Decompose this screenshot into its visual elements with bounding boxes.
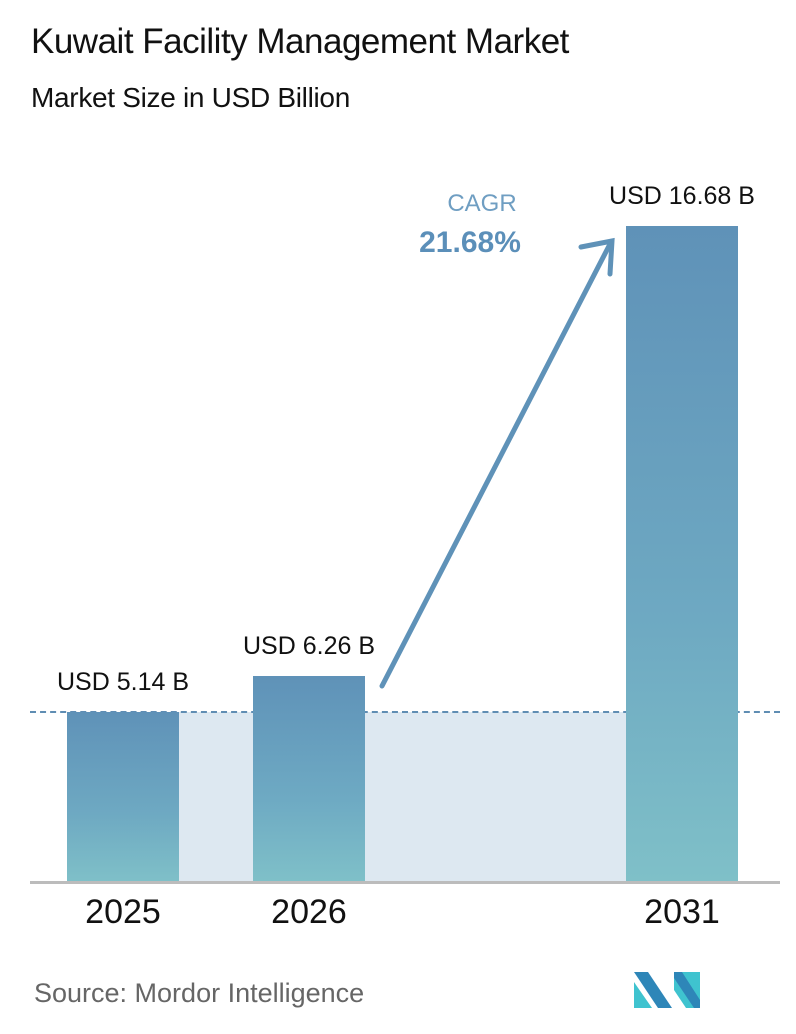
mordor-intelligence-logo-icon xyxy=(634,972,700,1008)
bar-2031 xyxy=(626,226,738,882)
cagr-label: CAGR xyxy=(447,190,517,217)
value-label-2025: USD 5.14 B xyxy=(56,668,190,696)
chart-subtitle: Market Size in USD Billion xyxy=(31,82,350,113)
value-label-2031: USD 16.68 B xyxy=(609,182,755,210)
cagr-value: 21.68% xyxy=(419,226,521,259)
reference-dashed-line xyxy=(30,711,780,713)
bar-2026 xyxy=(253,676,365,882)
x-label-2031: 2031 xyxy=(644,893,720,931)
x-label-2026: 2026 xyxy=(271,893,347,931)
value-label-2026: USD 6.26 B xyxy=(242,632,376,660)
source-note: Source: Mordor Intelligence xyxy=(34,978,365,1008)
bar-2025 xyxy=(67,712,179,882)
x-label-2025: 2025 xyxy=(85,893,161,931)
x-axis-line xyxy=(30,881,780,884)
chart-title: Kuwait Facility Management Market xyxy=(31,22,569,61)
baseline-band xyxy=(179,712,626,882)
